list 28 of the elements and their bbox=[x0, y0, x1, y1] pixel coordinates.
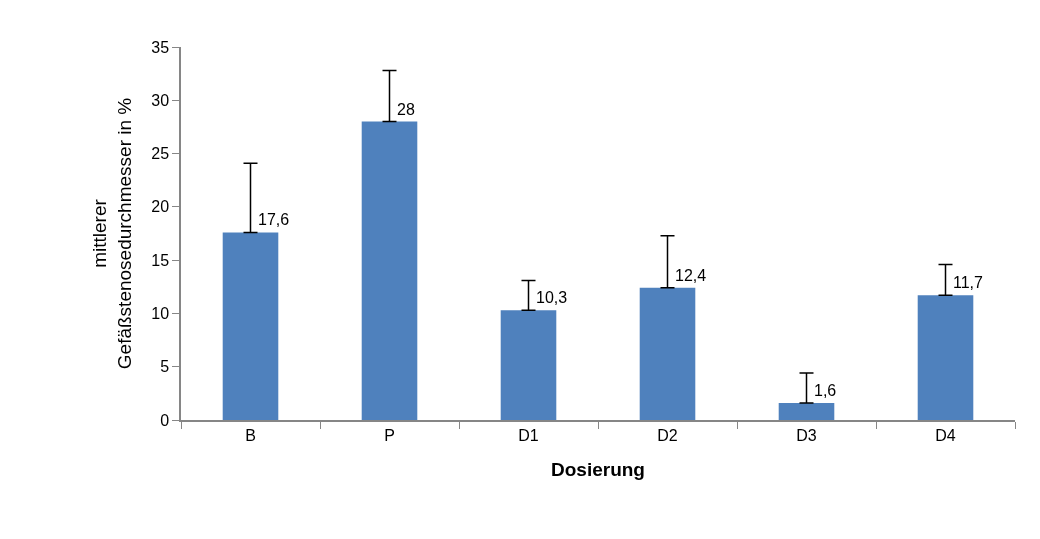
data-label: 10,3 bbox=[536, 289, 568, 306]
y-tick-label: 5 bbox=[160, 358, 170, 376]
y-tick-label: 20 bbox=[151, 198, 170, 216]
y-tick-label: 0 bbox=[160, 411, 170, 429]
data-label: 11,7 bbox=[953, 274, 984, 291]
bar bbox=[917, 295, 974, 420]
bar bbox=[222, 232, 279, 420]
bar bbox=[361, 121, 418, 420]
y-tick-label: 35 bbox=[151, 38, 170, 56]
data-label: 17,6 bbox=[258, 211, 290, 228]
x-tick-label: D2 bbox=[657, 426, 678, 444]
y-tick-label: 15 bbox=[151, 251, 170, 269]
x-tick-label: D3 bbox=[796, 426, 817, 444]
data-label: 12,4 bbox=[675, 267, 707, 284]
data-label: 28 bbox=[397, 101, 415, 118]
y-tick-label: 10 bbox=[151, 305, 170, 323]
bar bbox=[639, 287, 696, 420]
x-tick-label: P bbox=[384, 426, 395, 444]
bar bbox=[778, 402, 835, 420]
y-tick-label: 25 bbox=[151, 145, 170, 163]
x-axis-title: Dosierung bbox=[551, 459, 645, 481]
y-axis-title: mittlerer Gefäßstenosedurchmesser in % bbox=[88, 97, 135, 370]
data-label: 1,6 bbox=[814, 382, 837, 399]
x-tick-label: B bbox=[245, 426, 256, 444]
y-tick-label: 30 bbox=[151, 91, 170, 109]
x-tick-label: D1 bbox=[518, 426, 539, 444]
x-tick-label: D4 bbox=[935, 426, 956, 444]
bar bbox=[500, 310, 557, 420]
